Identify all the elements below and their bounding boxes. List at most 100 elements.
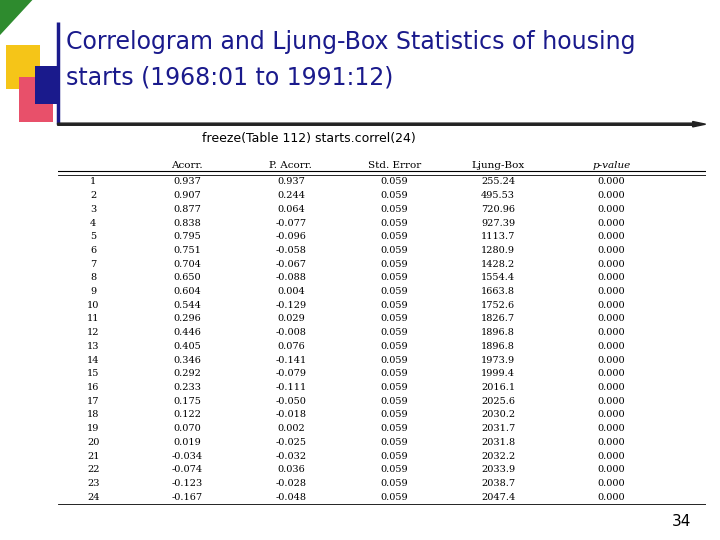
Text: 5: 5 (90, 232, 96, 241)
Text: -0.048: -0.048 (275, 492, 307, 502)
Text: Ljung-Box: Ljung-Box (472, 161, 525, 170)
Text: 0.650: 0.650 (174, 273, 201, 282)
Text: -0.088: -0.088 (276, 273, 306, 282)
Text: 0.000: 0.000 (598, 205, 626, 214)
Text: 0.019: 0.019 (174, 438, 201, 447)
Text: 1826.7: 1826.7 (481, 314, 516, 323)
Text: 0.000: 0.000 (598, 369, 626, 379)
Text: -0.050: -0.050 (276, 397, 306, 406)
Text: 927.39: 927.39 (481, 219, 516, 227)
Text: 0.059: 0.059 (381, 479, 408, 488)
Text: 1896.8: 1896.8 (481, 342, 516, 351)
Text: 0.059: 0.059 (381, 451, 408, 461)
Text: 0.292: 0.292 (174, 369, 201, 379)
Text: -0.111: -0.111 (275, 383, 307, 392)
Text: 0.000: 0.000 (598, 314, 626, 323)
Text: 7: 7 (90, 260, 96, 268)
Text: -0.032: -0.032 (275, 451, 307, 461)
Text: 0.059: 0.059 (381, 410, 408, 420)
Text: 0.000: 0.000 (598, 397, 626, 406)
Text: 1896.8: 1896.8 (481, 328, 516, 337)
Text: 24: 24 (87, 492, 99, 502)
Text: -0.141: -0.141 (275, 355, 307, 364)
Text: 0.000: 0.000 (598, 479, 626, 488)
Text: 0.059: 0.059 (381, 314, 408, 323)
Text: 0.059: 0.059 (381, 424, 408, 433)
Text: 14: 14 (87, 355, 99, 364)
Text: 0.059: 0.059 (381, 369, 408, 379)
Text: -0.123: -0.123 (171, 479, 203, 488)
Text: 0.907: 0.907 (174, 191, 201, 200)
Text: 0.059: 0.059 (381, 438, 408, 447)
Text: 0.937: 0.937 (277, 178, 305, 186)
Text: 8: 8 (90, 273, 96, 282)
Text: 4: 4 (90, 219, 96, 227)
Text: 1280.9: 1280.9 (481, 246, 516, 255)
Text: 0.838: 0.838 (174, 219, 201, 227)
Text: 22: 22 (87, 465, 99, 474)
Text: 2033.9: 2033.9 (481, 465, 516, 474)
Text: 1: 1 (90, 178, 96, 186)
Text: 2031.7: 2031.7 (481, 424, 516, 433)
Text: 0.000: 0.000 (598, 219, 626, 227)
Text: 13: 13 (87, 342, 99, 351)
Text: 0.122: 0.122 (174, 410, 201, 420)
Text: -0.079: -0.079 (275, 369, 307, 379)
Text: -0.096: -0.096 (276, 232, 306, 241)
Text: -0.008: -0.008 (276, 328, 306, 337)
Text: 1663.8: 1663.8 (481, 287, 516, 296)
Text: 0.059: 0.059 (381, 246, 408, 255)
Text: 0.059: 0.059 (381, 383, 408, 392)
Text: -0.018: -0.018 (275, 410, 307, 420)
Text: 0.059: 0.059 (381, 178, 408, 186)
Text: 255.24: 255.24 (481, 178, 516, 186)
Text: Acorr.: Acorr. (171, 161, 203, 170)
Text: 2030.2: 2030.2 (481, 410, 516, 420)
Text: 0.000: 0.000 (598, 410, 626, 420)
Text: 2025.6: 2025.6 (481, 397, 516, 406)
Text: 0.000: 0.000 (598, 287, 626, 296)
Text: 0.000: 0.000 (598, 191, 626, 200)
Text: freeze(Table 112) starts.correl(24): freeze(Table 112) starts.correl(24) (202, 132, 415, 145)
Text: -0.129: -0.129 (275, 301, 307, 310)
Text: 23: 23 (87, 479, 99, 488)
Text: 16: 16 (87, 383, 99, 392)
Text: 0.405: 0.405 (174, 342, 201, 351)
Text: 0.244: 0.244 (277, 191, 305, 200)
Text: P. Acorr.: P. Acorr. (269, 161, 312, 170)
Text: 0.059: 0.059 (381, 260, 408, 268)
Text: 0.000: 0.000 (598, 383, 626, 392)
Text: starts (1968:01 to 1991:12): starts (1968:01 to 1991:12) (66, 66, 394, 90)
Text: 9: 9 (90, 287, 96, 296)
Text: 0.296: 0.296 (174, 314, 201, 323)
Text: Std. Error: Std. Error (368, 161, 421, 170)
Text: 0.059: 0.059 (381, 287, 408, 296)
Text: 11: 11 (87, 314, 99, 323)
Text: 0.070: 0.070 (174, 424, 201, 433)
Text: 495.53: 495.53 (481, 191, 516, 200)
Text: 0.000: 0.000 (598, 465, 626, 474)
Text: 0.059: 0.059 (381, 301, 408, 310)
Text: 0.704: 0.704 (174, 260, 201, 268)
Text: 1999.4: 1999.4 (481, 369, 516, 379)
Text: 2038.7: 2038.7 (481, 479, 516, 488)
Text: 1113.7: 1113.7 (481, 232, 516, 241)
Text: -0.058: -0.058 (276, 246, 306, 255)
Text: -0.028: -0.028 (275, 479, 307, 488)
Text: p-value: p-value (593, 161, 631, 170)
Text: 0.751: 0.751 (174, 246, 201, 255)
Text: -0.077: -0.077 (275, 219, 307, 227)
Text: 15: 15 (87, 369, 99, 379)
Text: 19: 19 (87, 424, 99, 433)
Text: 0.059: 0.059 (381, 355, 408, 364)
Text: 0.000: 0.000 (598, 342, 626, 351)
Text: 0.175: 0.175 (174, 397, 201, 406)
Text: 0.029: 0.029 (277, 314, 305, 323)
Text: 2032.2: 2032.2 (481, 451, 516, 461)
Text: 0.000: 0.000 (598, 178, 626, 186)
Text: 0.059: 0.059 (381, 191, 408, 200)
Text: 3: 3 (90, 205, 96, 214)
Text: 0.000: 0.000 (598, 451, 626, 461)
Text: 34: 34 (672, 514, 691, 529)
Text: 1554.4: 1554.4 (481, 273, 516, 282)
